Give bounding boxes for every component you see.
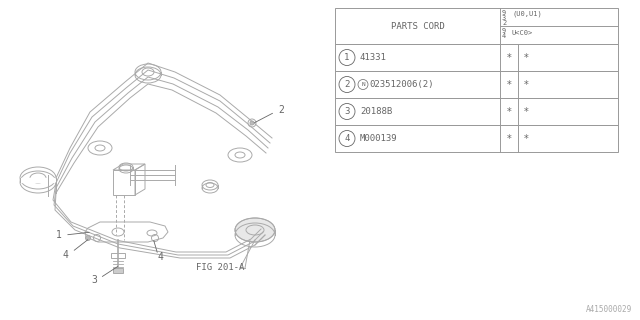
Text: 1: 1 [56,230,62,240]
Text: 4: 4 [344,134,349,143]
Text: *: * [507,133,511,143]
Text: 4: 4 [502,33,506,39]
Text: 4: 4 [158,252,164,262]
Text: 4: 4 [62,250,68,260]
Ellipse shape [235,218,275,242]
Text: *: * [524,107,529,116]
Bar [335,44,618,71]
Text: *: * [524,133,529,143]
Text: A415000029: A415000029 [586,305,632,314]
Circle shape [250,121,254,125]
Text: 41331: 41331 [360,53,387,62]
Text: *: * [524,79,529,90]
Bar [335,125,618,152]
Text: 2: 2 [278,105,284,115]
Text: *: * [507,52,511,62]
Text: 9: 9 [502,28,506,34]
Text: 2: 2 [344,80,349,89]
Text: 023512006(2): 023512006(2) [369,80,433,89]
Circle shape [86,236,90,241]
Text: 1: 1 [344,53,349,62]
Text: FIG 201-A: FIG 201-A [196,263,244,272]
Text: 9: 9 [502,10,506,16]
Text: *: * [507,79,511,90]
Text: PARTS CORD: PARTS CORD [390,21,444,30]
Text: 3: 3 [502,15,506,21]
Bar [113,268,123,273]
Bar [335,71,618,98]
Text: 2: 2 [502,20,506,26]
Text: 3: 3 [91,275,97,285]
Text: *: * [507,107,511,116]
Text: U<C0>: U<C0> [512,30,533,36]
Text: 20188B: 20188B [360,107,392,116]
Text: N: N [361,82,365,87]
Bar [335,8,618,44]
Bar [335,98,618,125]
Text: 3: 3 [344,107,349,116]
Text: (U0,U1): (U0,U1) [512,10,541,17]
Bar [113,170,135,195]
Text: M000139: M000139 [360,134,397,143]
Text: *: * [524,52,529,62]
